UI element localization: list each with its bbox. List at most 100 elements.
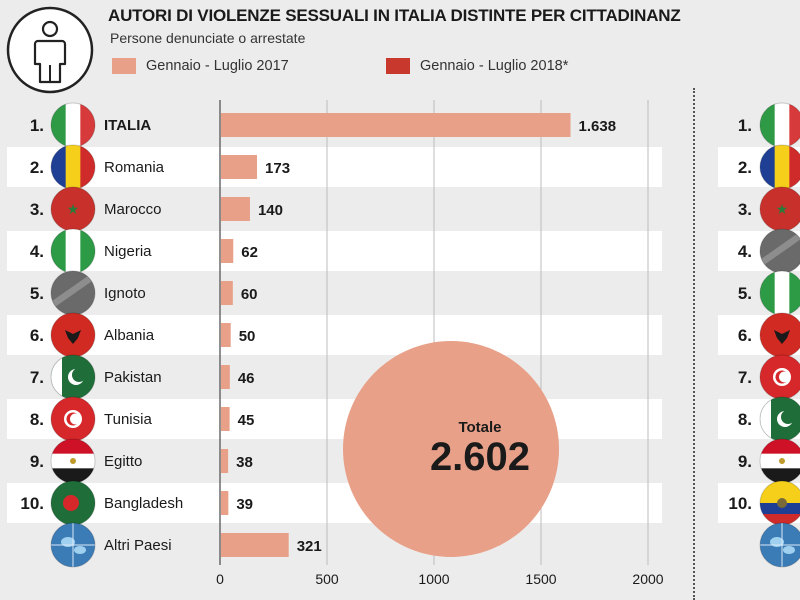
- rank-label: 4.: [738, 242, 752, 261]
- row-band: [7, 315, 662, 355]
- row-band: [7, 483, 662, 523]
- rank-label: 10.: [728, 494, 752, 513]
- romania-flag-icon: [50, 144, 96, 190]
- category-label: Albania: [104, 327, 155, 344]
- rank-label: 2.: [30, 158, 44, 177]
- rank-label: 3.: [738, 200, 752, 219]
- globe-icon: [50, 522, 96, 568]
- category-label: Romania: [104, 159, 165, 176]
- bar: [221, 197, 250, 221]
- pakistan-flag-icon: [759, 396, 800, 442]
- rank-label: 7.: [30, 368, 44, 387]
- albania-flag-icon: [759, 312, 800, 358]
- morocco-flag-icon: ★: [50, 186, 96, 232]
- rank-label: 1.: [738, 116, 752, 135]
- ecuador-flag-icon: [759, 480, 800, 526]
- value-label: 62: [241, 244, 258, 261]
- grid-lines: [219, 100, 649, 565]
- italy-flag-icon: [50, 102, 96, 148]
- row-labels: 1. ITALIA 2. Romania 3. Marocco 4. Nigeria 5. Ign…: [20, 116, 183, 554]
- value-label: 38: [236, 454, 253, 471]
- legend-label-2017: Gennaio - Luglio 2017: [146, 58, 289, 74]
- bar: [221, 323, 231, 347]
- egypt-flag-icon: [759, 438, 800, 484]
- bars: [221, 113, 571, 557]
- value-label: 46: [238, 370, 255, 387]
- total-label: Totale: [458, 419, 501, 436]
- bar: [221, 365, 230, 389]
- romania-flag-icon: [759, 144, 800, 190]
- right-panel: 1. 2. 3. ★ 4. 5. 6. 7. 8. 9. 10.: [718, 102, 800, 568]
- row-band: [7, 147, 662, 187]
- pakistan-flag-icon: [50, 354, 96, 400]
- legend-item-2018: Gennaio - Luglio 2018*: [386, 58, 568, 74]
- rank-label: 4.: [30, 242, 44, 261]
- rank-label: 3.: [30, 200, 44, 219]
- globe-icon: [759, 522, 800, 568]
- legend-swatch-2017: [112, 58, 136, 74]
- x-axis: 0 500 1000 1500 2000: [216, 571, 664, 587]
- nigeria-flag-icon: [759, 270, 800, 316]
- value-label: 321: [297, 538, 322, 555]
- row-bands: [7, 147, 662, 523]
- value-label: 39: [236, 496, 253, 513]
- x-tick-label: 1500: [525, 571, 556, 587]
- rank-label: 2.: [738, 158, 752, 177]
- legend-label-2018: Gennaio - Luglio 2018*: [420, 58, 569, 74]
- panel-divider: [693, 88, 695, 600]
- albania-flag-icon: [50, 312, 96, 358]
- value-label: 60: [241, 286, 258, 303]
- chart-subtitle: Persone denunciate o arrestate: [110, 30, 306, 46]
- unknown-flag-icon: [50, 270, 96, 316]
- rank-label: 6.: [30, 326, 44, 345]
- bar: [221, 239, 234, 263]
- category-label: Bangladesh: [104, 495, 183, 512]
- total-value: 2.602: [430, 435, 530, 479]
- egypt-flag-icon: [50, 438, 96, 484]
- bar: [221, 533, 289, 557]
- chart-title: AUTORI DI VIOLENZE SESSUALI IN ITALIA DI…: [108, 6, 681, 25]
- category-label: Ignoto: [104, 285, 146, 302]
- unknown-flag-icon: [759, 228, 800, 274]
- category-label: Tunisia: [104, 411, 152, 428]
- category-label: Marocco: [104, 201, 162, 218]
- bar-value-labels: 1.638 173 140 62 60 50 46 45 38 39 321: [236, 118, 616, 555]
- rank-label: 1.: [30, 116, 44, 135]
- total-circle-shape: [343, 341, 559, 557]
- bar: [221, 155, 258, 179]
- value-label: 1.638: [579, 118, 617, 135]
- legend-swatch-2018: [386, 58, 410, 74]
- value-label: 45: [238, 412, 255, 429]
- value-label: 173: [265, 160, 290, 177]
- category-label: Nigeria: [104, 243, 152, 260]
- rank-label: 5.: [30, 284, 44, 303]
- rank-label: 10.: [20, 494, 44, 513]
- value-label: 50: [239, 328, 256, 345]
- rank-label: 8.: [30, 410, 44, 429]
- category-label: Egitto: [104, 453, 142, 470]
- bar: [221, 281, 233, 305]
- bar: [221, 407, 230, 431]
- nigeria-flag-icon: [50, 228, 96, 274]
- rank-label: 6.: [738, 326, 752, 345]
- category-label: Pakistan: [104, 369, 162, 386]
- rank-label: 7.: [738, 368, 752, 387]
- rank-label: 9.: [30, 452, 44, 471]
- rank-label: 8.: [738, 410, 752, 429]
- x-tick-label: 0: [216, 571, 224, 587]
- rank-label: 5.: [738, 284, 752, 303]
- row-band: [7, 231, 662, 271]
- bangladesh-flag-icon: [50, 480, 96, 526]
- flags: ★: [50, 102, 96, 568]
- x-tick-label: 1000: [418, 571, 449, 587]
- tunisia-flag-icon: [50, 396, 96, 442]
- morocco-flag-icon: ★: [759, 186, 800, 232]
- value-label: 140: [258, 202, 283, 219]
- italy-flag-icon: [759, 102, 800, 148]
- bar: [221, 449, 229, 473]
- rank-label: 9.: [738, 452, 752, 471]
- x-tick-label: 2000: [632, 571, 663, 587]
- svg-text:★: ★: [67, 201, 80, 217]
